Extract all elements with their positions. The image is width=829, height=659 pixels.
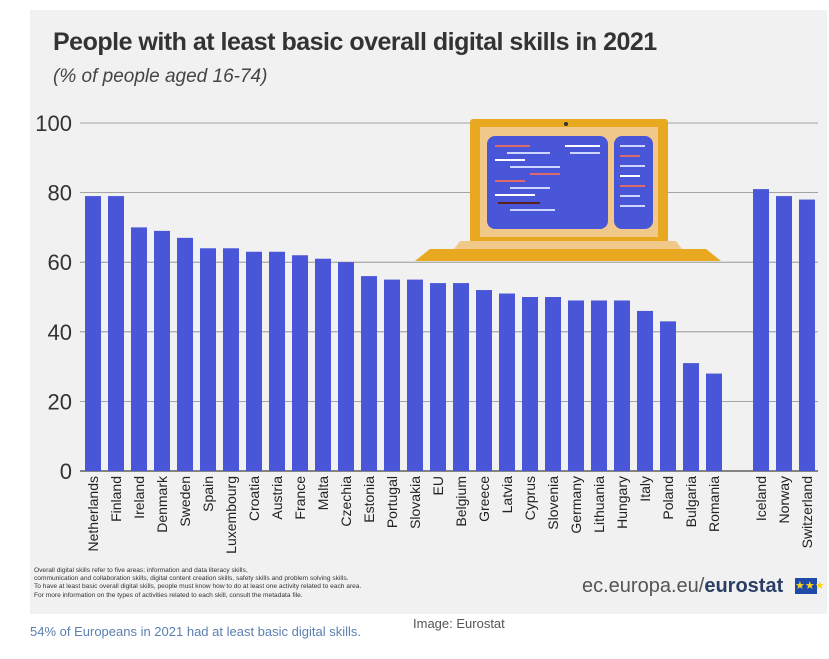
x-tick-label: Netherlands xyxy=(85,476,101,552)
eu-flag-icon: ★★★ xyxy=(795,578,825,594)
bar-spain xyxy=(200,248,216,471)
x-tick-label: Denmark xyxy=(154,475,170,533)
x-tick-label: Sweden xyxy=(177,476,193,527)
bar-iceland xyxy=(753,189,769,471)
bar-denmark xyxy=(154,230,170,471)
bar-norway xyxy=(776,196,792,471)
bar-bulgaria xyxy=(683,363,699,471)
bar-slovakia xyxy=(407,279,423,471)
x-tick-label: Hungary xyxy=(614,476,630,529)
x-tick-label: Poland xyxy=(660,476,676,520)
x-tick-label: Luxembourg xyxy=(223,476,239,554)
bar-austria xyxy=(269,251,285,471)
bar-hungary xyxy=(614,300,630,471)
x-tick-label: EU xyxy=(430,476,446,495)
bar-romania xyxy=(706,373,722,471)
x-tick-label: Norway xyxy=(776,476,792,523)
footnote-line: Overall digital skills refer to five are… xyxy=(34,567,248,574)
bar-france xyxy=(292,255,308,471)
x-tick-label: France xyxy=(292,476,308,520)
bar-latvia xyxy=(499,293,515,471)
bar-sweden xyxy=(177,237,193,471)
x-tick-label: Finland xyxy=(108,476,124,522)
bar-finland xyxy=(108,196,124,471)
x-tick-label: Austria xyxy=(269,476,285,520)
footnote-line: communication and collaboration skills, … xyxy=(34,575,349,583)
bar-poland xyxy=(660,321,676,471)
bar-czechia xyxy=(338,262,354,471)
bar-lithuania xyxy=(591,300,607,471)
chart-title: People with at least basic overall digit… xyxy=(53,28,657,56)
bars xyxy=(85,189,815,471)
bar-italy xyxy=(637,310,653,471)
x-tick-label: Cyprus xyxy=(522,476,538,520)
x-tick-label: Estonia xyxy=(361,476,377,523)
x-tick-label: Portugal xyxy=(384,476,400,528)
bar-germany xyxy=(568,300,584,471)
bar-slovenia xyxy=(545,297,561,471)
source-prefix: ec.europa.eu/ xyxy=(582,575,705,597)
bar-greece xyxy=(476,290,492,471)
y-tick-label: 40 xyxy=(48,320,72,345)
footnotes: Overall digital skills refer to five are… xyxy=(34,567,464,600)
y-tick-label: 80 xyxy=(48,181,72,206)
x-axis-labels: Netherlands Finland Ireland Denmark Sweden Sp… xyxy=(85,475,815,554)
bar-malta xyxy=(315,258,331,471)
x-tick-label: Romania xyxy=(706,476,722,532)
x-tick-label: Iceland xyxy=(753,476,769,521)
chart-subtitle: (% of people aged 16-74) xyxy=(53,66,268,87)
image-credit: Image: Eurostat xyxy=(413,616,505,631)
y-tick-label: 60 xyxy=(48,250,72,275)
bar-switzerland xyxy=(799,199,815,471)
laptop-illustration xyxy=(415,119,721,261)
source-url[interactable]: ec.europa.eu/eurostat xyxy=(582,575,783,598)
x-tick-label: Lithuania xyxy=(591,476,607,533)
x-tick-label: Greece xyxy=(476,476,492,522)
bar-belgium xyxy=(453,283,469,471)
x-tick-label: Italy xyxy=(637,476,653,502)
bar-estonia xyxy=(361,276,377,471)
x-tick-label: Malta xyxy=(315,476,331,510)
x-tick-label: Spain xyxy=(200,476,216,512)
x-tick-label: Bulgaria xyxy=(683,476,699,528)
x-tick-label: Slovakia xyxy=(407,476,423,529)
bar-croatia xyxy=(246,251,262,471)
source-brand-name: eurostat xyxy=(704,575,784,597)
y-tick-label: 0 xyxy=(60,459,72,484)
x-tick-label: Latvia xyxy=(499,476,515,514)
bar-luxembourg xyxy=(223,248,239,471)
y-axis-ticks: 0 20 40 60 80 100 xyxy=(35,111,72,484)
x-tick-label: Slovenia xyxy=(545,476,561,530)
y-tick-label: 20 xyxy=(48,389,72,414)
x-tick-label: Belgium xyxy=(453,476,469,527)
x-tick-label: Germany xyxy=(568,476,584,534)
footnote-line: To have at least basic overall digital s… xyxy=(34,583,362,591)
bar-cyprus xyxy=(522,297,538,471)
x-tick-label: Czechia xyxy=(338,476,354,527)
image-caption: 54% of Europeans in 2021 had at least ba… xyxy=(30,624,361,639)
bar-netherlands xyxy=(85,196,101,471)
bar-portugal xyxy=(384,279,400,471)
footnote-line: For more information on the types of act… xyxy=(34,591,303,599)
bar-eu xyxy=(430,283,446,471)
x-tick-label: Croatia xyxy=(246,476,262,521)
y-tick-label: 100 xyxy=(35,111,72,136)
x-tick-label: Switzerland xyxy=(799,476,815,548)
x-tick-label: Ireland xyxy=(131,476,147,519)
bar-ireland xyxy=(131,227,147,471)
